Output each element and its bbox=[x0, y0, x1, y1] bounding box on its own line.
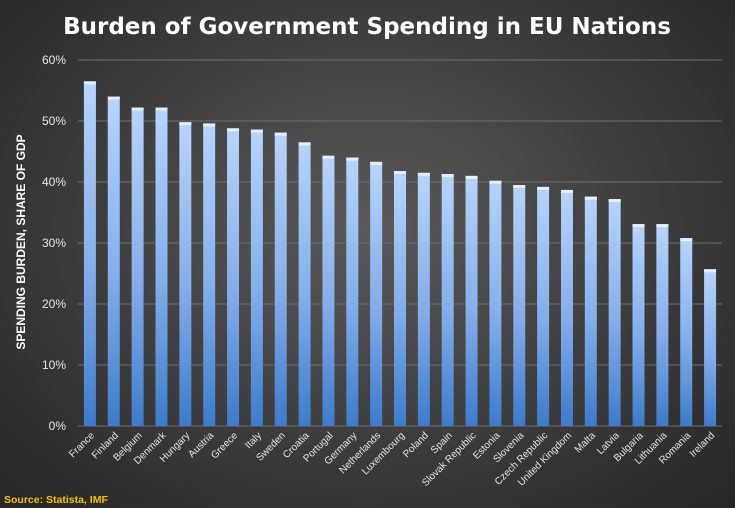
bar bbox=[107, 96, 120, 426]
y-axis-ticks: 0% 10% 20% 30% 40% 50% 60% bbox=[42, 53, 66, 433]
bar-highlight bbox=[83, 81, 96, 85]
bar-highlight bbox=[107, 96, 120, 100]
bar bbox=[608, 199, 621, 426]
bar-highlight bbox=[441, 174, 454, 178]
bar bbox=[346, 157, 359, 426]
bar bbox=[441, 174, 454, 426]
bar bbox=[489, 180, 502, 426]
bar bbox=[394, 171, 406, 426]
y-tick-label: 30% bbox=[42, 236, 66, 250]
bar-highlight bbox=[704, 269, 717, 273]
y-tick-label: 10% bbox=[42, 358, 66, 372]
bar bbox=[680, 238, 693, 426]
bar-highlight bbox=[513, 185, 526, 189]
bar-highlight bbox=[155, 107, 168, 111]
bar-highlight bbox=[250, 129, 263, 133]
bar bbox=[632, 224, 645, 426]
x-tick-label: Poland bbox=[401, 430, 431, 460]
source-note: Source: Statista, IMF bbox=[4, 494, 108, 506]
y-tick-label: 60% bbox=[42, 53, 66, 67]
bar bbox=[298, 142, 311, 426]
y-tick-label: 20% bbox=[42, 297, 66, 311]
x-axis-ticks: FranceFinlandBelgiumDenmarkHungaryAustri… bbox=[67, 430, 717, 489]
x-tick-label: Ireland bbox=[688, 430, 717, 459]
bar bbox=[250, 129, 263, 427]
y-tick-label: 40% bbox=[42, 175, 66, 189]
x-tick-label: Italy bbox=[243, 430, 264, 451]
bar-highlight bbox=[203, 123, 216, 127]
x-tick-label: Malta bbox=[573, 430, 598, 455]
bar-highlight bbox=[632, 224, 645, 228]
bar-highlight bbox=[584, 196, 597, 200]
bar-highlight bbox=[608, 199, 621, 203]
bars bbox=[83, 81, 717, 427]
bar-highlight bbox=[465, 175, 478, 179]
bar-highlight bbox=[346, 157, 359, 161]
bar bbox=[227, 128, 240, 426]
bar-highlight bbox=[179, 122, 192, 126]
x-tick-label: Greece bbox=[209, 430, 240, 461]
bar bbox=[370, 161, 383, 426]
bar-highlight bbox=[489, 180, 502, 184]
bar bbox=[274, 132, 287, 426]
bar-highlight bbox=[560, 189, 573, 193]
bar-highlight bbox=[322, 155, 335, 159]
chart-title: Burden of Government Spending in EU Nati… bbox=[63, 14, 671, 40]
bar bbox=[656, 224, 669, 426]
bar-highlight bbox=[394, 171, 406, 175]
bar bbox=[83, 81, 96, 426]
y-tick-label: 0% bbox=[49, 419, 67, 433]
bar bbox=[537, 186, 550, 426]
bar-highlight bbox=[417, 172, 430, 176]
bar-highlight bbox=[298, 142, 311, 146]
bar-highlight bbox=[131, 107, 144, 111]
bar-highlight bbox=[680, 238, 693, 242]
bar-highlight bbox=[656, 224, 669, 228]
bar bbox=[131, 107, 144, 426]
bar bbox=[465, 175, 478, 426]
bar bbox=[513, 185, 526, 426]
bar-highlight bbox=[227, 128, 240, 132]
y-tick-label: 50% bbox=[42, 114, 66, 128]
bar bbox=[704, 269, 717, 426]
bar bbox=[584, 196, 597, 426]
bar bbox=[203, 123, 216, 426]
bar-highlight bbox=[370, 161, 383, 165]
y-axis-label: SPENDING BURDEN, SHARE OF GDP bbox=[14, 134, 28, 349]
bar bbox=[417, 172, 430, 426]
bar bbox=[155, 107, 168, 426]
bar bbox=[560, 189, 573, 426]
bar bbox=[322, 155, 335, 426]
bar-highlight bbox=[537, 186, 550, 190]
bar-highlight bbox=[274, 132, 287, 136]
bar bbox=[179, 122, 192, 426]
